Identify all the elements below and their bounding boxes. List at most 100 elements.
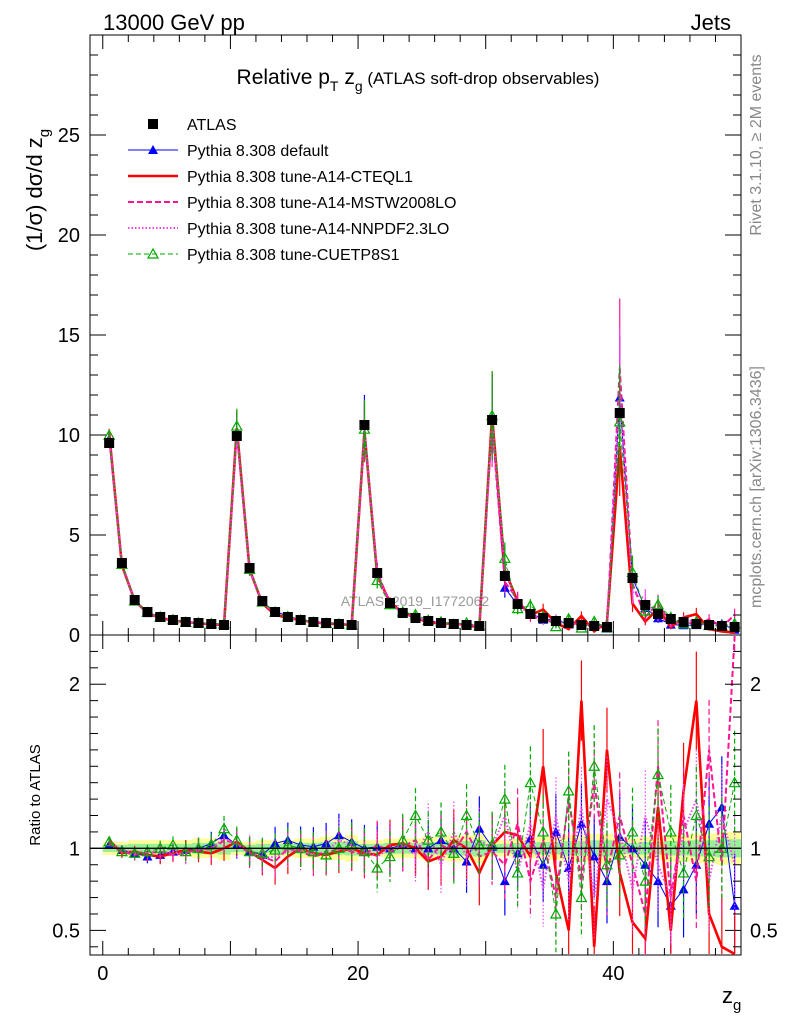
x-axis-label: zg	[722, 983, 741, 1014]
ratio-marker	[409, 809, 422, 821]
data-point-atlas	[729, 622, 740, 632]
data-point-atlas	[448, 619, 459, 629]
ratio-marker	[550, 826, 561, 836]
ratio-marker	[447, 847, 460, 858]
data-point-atlas	[474, 621, 485, 631]
ratio-y-axis-label: Ratio to ATLAS	[27, 744, 44, 845]
ratio-marker	[690, 809, 703, 821]
ratio-marker	[218, 822, 231, 834]
main-plot-area	[103, 298, 741, 634]
data-point-atlas	[525, 609, 536, 619]
ratio-marker	[600, 858, 613, 870]
y-tick-label: 10	[58, 425, 80, 447]
main-marker	[498, 552, 511, 563]
legend-marker	[146, 247, 160, 259]
ratio-marker	[307, 845, 320, 857]
data-point-atlas	[346, 620, 357, 630]
ratio-marker	[473, 838, 486, 850]
ratio-marker	[230, 833, 243, 845]
data-point-atlas	[423, 616, 434, 626]
data-point-atlas	[359, 420, 370, 430]
ratio-marker	[511, 866, 524, 878]
title-sub2: g	[355, 78, 363, 94]
data-point-atlas	[219, 620, 230, 630]
data-point-atlas	[372, 568, 383, 578]
ratio-marker	[141, 845, 154, 857]
ratio-marker	[383, 850, 396, 862]
y-tick-label: 15	[58, 325, 80, 347]
legend: ATLAS Pythia 8.308 default Pythia 8.308 tu…	[128, 117, 456, 264]
y-axis-label-sub: g	[36, 129, 53, 137]
data-point-atlas	[257, 596, 268, 606]
data-point-atlas	[129, 595, 140, 605]
legend-marker-atlas	[148, 119, 158, 129]
ratio-marker	[179, 845, 192, 857]
data-point-atlas	[716, 621, 727, 631]
ratio-marker	[396, 833, 409, 845]
ratio-y-tick-label-left: 1	[69, 838, 80, 860]
x-axis-label-sub: g	[733, 997, 741, 1014]
rivet-label-group: Rivet 3.1.10, ≥ 2M events	[748, 54, 765, 235]
ratio-marker	[281, 838, 294, 850]
ratio-marker	[115, 845, 128, 857]
y-tick-label: 5	[69, 525, 80, 547]
ratio-marker	[588, 760, 601, 771]
ratio-plot-area	[90, 635, 741, 956]
data-point-atlas	[308, 617, 319, 627]
main-marker	[549, 620, 562, 632]
ratio-marker	[103, 835, 116, 847]
ratio-marker	[128, 847, 141, 858]
ratio-marker	[575, 891, 588, 903]
data-point-atlas	[512, 599, 523, 609]
rivet-version-label: Rivet 3.1.10, ≥ 2M events	[748, 54, 765, 235]
ratio-marker	[371, 861, 384, 873]
ratio-plot-frame	[89, 634, 742, 956]
plot-title: Relative pT zg (ATLAS soft-drop observab…	[237, 66, 600, 94]
data-point-atlas	[436, 618, 447, 628]
ratio-y-tick-label-left: 2	[69, 674, 80, 696]
main-marker	[639, 604, 652, 616]
y-tick-label: 25	[58, 125, 80, 147]
x-tick-label: 20	[347, 963, 369, 985]
data-point-atlas	[589, 621, 600, 631]
data-point-atlas	[627, 573, 638, 583]
data-point-atlas	[142, 607, 153, 617]
ratio-marker	[486, 838, 499, 850]
ratio-series-line	[108, 795, 736, 902]
y-axis-label-group: (1/σ) dσ/d zg	[22, 129, 53, 251]
data-point-atlas	[206, 619, 217, 629]
data-point-atlas	[333, 619, 344, 629]
legend-label: Pythia 8.308 tune-A14-CTEQL1	[187, 169, 413, 186]
ratio-marker	[626, 825, 639, 837]
data-point-atlas	[499, 571, 510, 581]
data-point-atlas	[155, 612, 166, 622]
ratio-marker	[422, 833, 435, 845]
data-point-atlas	[563, 618, 574, 628]
y-tick-label: 0	[69, 625, 80, 647]
x-tick-label: 0	[97, 963, 108, 985]
mcplots-label-group: mcplots.cern.ch [arXiv:1306.3436]	[748, 366, 765, 608]
ratio-marker	[460, 809, 473, 821]
data-point-atlas	[193, 618, 204, 628]
data-point-atlas	[282, 612, 293, 622]
y-axis-label-main: (1/σ) dσ/d z	[22, 137, 47, 251]
ratio-marker	[243, 845, 256, 857]
data-point-atlas	[461, 620, 472, 630]
ratio-marker	[435, 825, 448, 837]
ratio-marker	[703, 850, 716, 862]
ratio-marker	[653, 876, 664, 886]
analysis-watermark: ATLAS_2019_I1772062	[341, 593, 490, 609]
data-point-atlas	[270, 607, 281, 617]
ratio-marker	[358, 845, 371, 857]
mcplots-label: mcplots.cern.ch [arXiv:1306.3436]	[748, 366, 765, 608]
legend-label: Pythia 8.308 tune-A14-NNPDF2.3LO	[187, 221, 449, 238]
legend-label: Pythia 8.308 tune-CUETP8S1	[187, 247, 400, 264]
ratio-marker	[677, 866, 690, 878]
data-point-atlas	[231, 431, 242, 441]
legend-label: Pythia 8.308 tune-A14-MSTW2008LO	[187, 195, 456, 212]
ratio-marker	[345, 838, 358, 850]
ratio-y-tick-label-right: 1	[750, 838, 761, 860]
data-point-atlas	[167, 615, 178, 625]
ratio-marker	[678, 884, 689, 894]
